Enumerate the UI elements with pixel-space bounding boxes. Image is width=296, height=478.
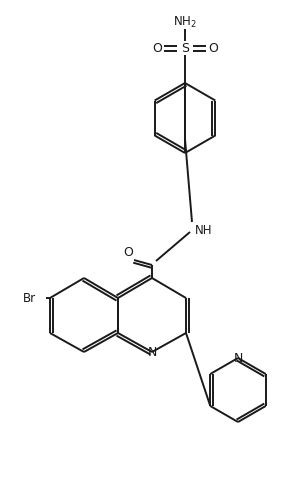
- Text: S: S: [181, 42, 189, 54]
- Text: NH: NH: [195, 224, 213, 237]
- Text: N: N: [147, 346, 157, 358]
- Text: O: O: [123, 246, 133, 259]
- Text: N: N: [233, 351, 243, 365]
- Text: NH$_2$: NH$_2$: [173, 14, 197, 30]
- Text: Br: Br: [23, 292, 36, 304]
- Text: O: O: [208, 42, 218, 54]
- Text: O: O: [152, 42, 162, 54]
